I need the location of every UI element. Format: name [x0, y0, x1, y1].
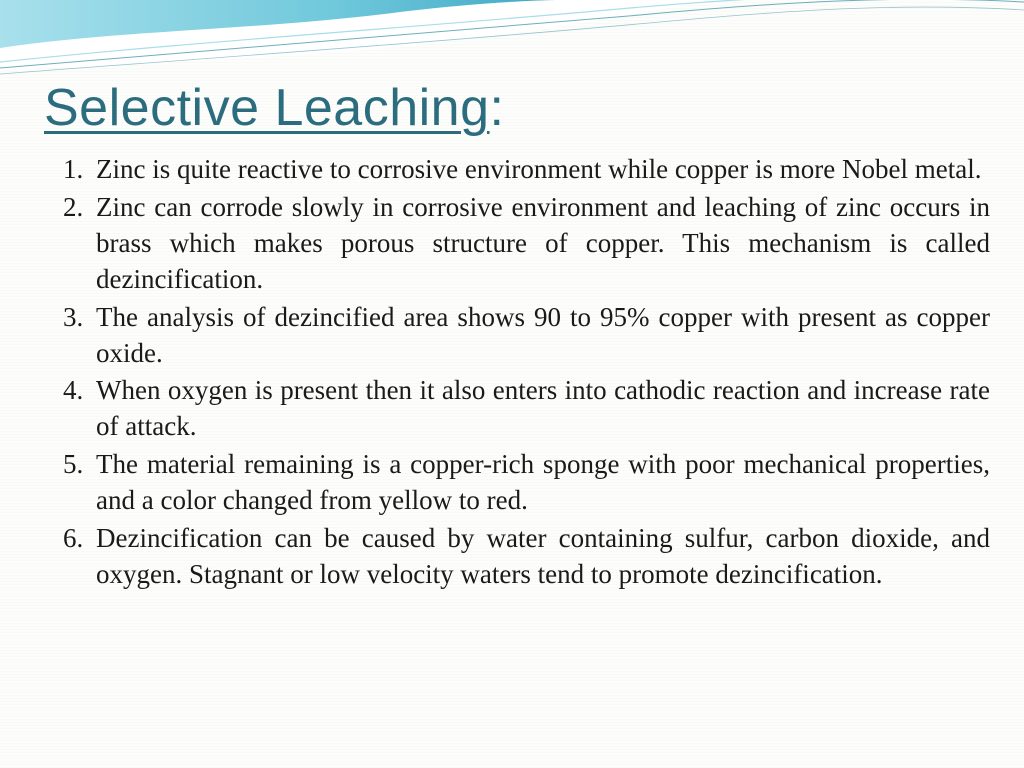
list-item: The material remaining is a copper-rich … [90, 447, 990, 519]
list-item: Dezincification can be caused by water c… [90, 521, 990, 593]
slide-title-area: Selective Leaching: [44, 78, 504, 138]
list-item: Zinc can corrode slowly in corrosive env… [90, 190, 990, 298]
list-item: Zinc is quite reactive to corrosive envi… [90, 152, 990, 188]
list-item: The analysis of dezincified area shows 9… [90, 300, 990, 372]
slide-title-colon: : [490, 79, 505, 137]
slide-title-text: Selective Leaching [44, 79, 490, 137]
slide-body: Zinc is quite reactive to corrosive envi… [30, 152, 990, 595]
list-item: When oxygen is present then it also ente… [90, 373, 990, 445]
points-list: Zinc is quite reactive to corrosive envi… [30, 152, 990, 593]
slide-title: Selective Leaching: [44, 78, 504, 138]
